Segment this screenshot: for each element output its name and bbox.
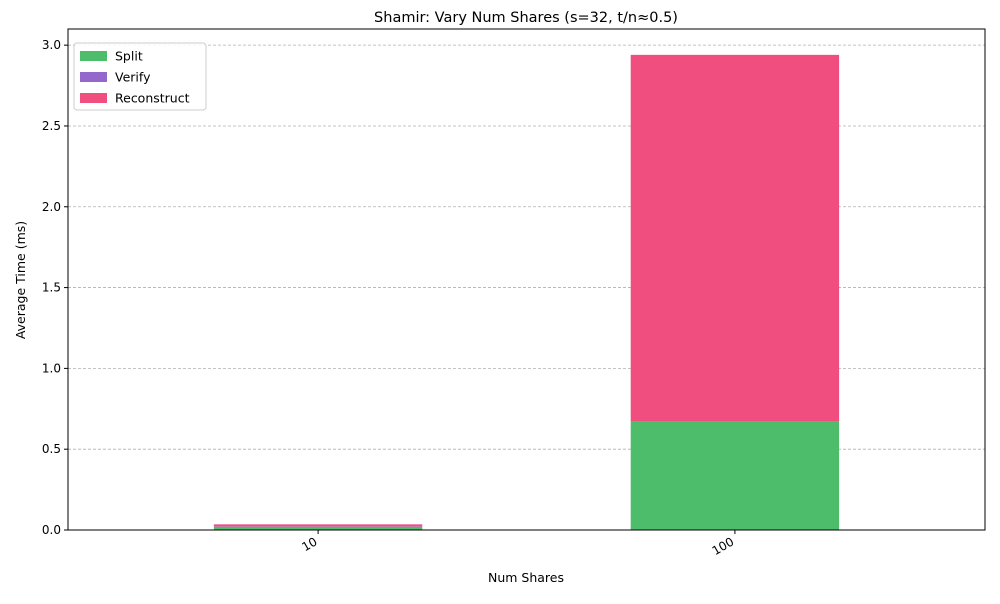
legend-swatch-split bbox=[80, 51, 107, 61]
chart-title: Shamir: Vary Num Shares (s=32, t/n≈0.5) bbox=[374, 10, 678, 26]
y-tick-label: 3.0 bbox=[42, 38, 61, 52]
x-axis-label: Num Shares bbox=[488, 570, 564, 585]
legend-label-split: Split bbox=[115, 49, 143, 64]
bar-reconstruct-10 bbox=[214, 524, 422, 526]
y-tick-label: 0.5 bbox=[42, 442, 61, 456]
bar-split-100 bbox=[631, 422, 839, 530]
grid-layer bbox=[68, 45, 985, 530]
y-tick-label: 2.0 bbox=[42, 200, 61, 214]
y-tick-label: 2.5 bbox=[42, 119, 61, 133]
y-tick-label: 1.0 bbox=[42, 361, 61, 375]
legend-label-reconstruct: Reconstruct bbox=[115, 91, 190, 106]
y-axis-label: Average Time (ms) bbox=[13, 221, 28, 339]
legend-label-verify: Verify bbox=[115, 70, 151, 85]
y-tick-label: 0.0 bbox=[42, 523, 61, 537]
bar-reconstruct-100 bbox=[631, 55, 839, 422]
legend-swatch-reconstruct bbox=[80, 93, 107, 103]
x-tick-label: 10 bbox=[299, 534, 319, 554]
bar-layer bbox=[214, 55, 839, 530]
y-tick-label: 1.5 bbox=[42, 281, 61, 295]
x-tick-label: 100 bbox=[710, 534, 737, 558]
legend-swatch-verify bbox=[80, 72, 107, 82]
legend: Split Verify Reconstruct bbox=[74, 43, 206, 110]
